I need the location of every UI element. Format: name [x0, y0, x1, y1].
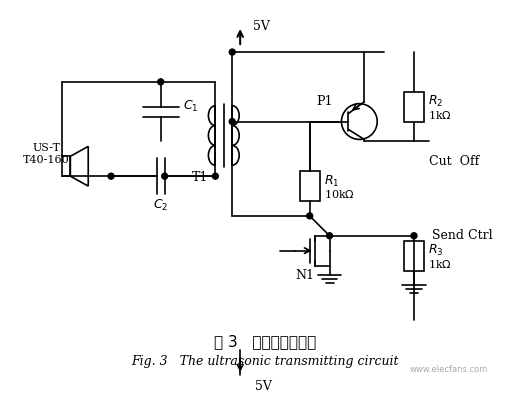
Text: $R_2$: $R_2$ — [428, 94, 443, 109]
Text: 图 3   超声波发射电路: 图 3 超声波发射电路 — [214, 334, 316, 350]
Circle shape — [162, 173, 168, 179]
Text: T40-160: T40-160 — [23, 155, 70, 165]
Text: 10k$\Omega$: 10k$\Omega$ — [323, 188, 355, 200]
Text: $R_3$: $R_3$ — [428, 243, 443, 258]
Circle shape — [158, 79, 164, 85]
Text: $C_1$: $C_1$ — [183, 99, 198, 114]
Bar — [404, 92, 424, 122]
Text: US-T: US-T — [32, 144, 61, 153]
Circle shape — [212, 173, 218, 179]
Text: 5V: 5V — [253, 20, 270, 33]
Text: 1k$\Omega$: 1k$\Omega$ — [428, 257, 452, 269]
Bar — [300, 171, 320, 201]
Text: $R_1$: $R_1$ — [323, 174, 339, 189]
Text: $C_2$: $C_2$ — [153, 198, 168, 213]
Circle shape — [229, 119, 235, 125]
Bar — [63, 156, 71, 176]
Circle shape — [411, 233, 417, 239]
Text: Send Ctrl: Send Ctrl — [432, 229, 492, 242]
Text: P1: P1 — [316, 95, 333, 108]
Text: Cut  Off: Cut Off — [429, 155, 479, 168]
Bar — [404, 241, 424, 271]
Text: www.elecfans.com: www.elecfans.com — [410, 365, 489, 374]
Circle shape — [108, 173, 114, 179]
Text: 1k$\Omega$: 1k$\Omega$ — [428, 109, 452, 121]
Text: Fig. 3   The ultrasonic transmitting circuit: Fig. 3 The ultrasonic transmitting circu… — [131, 355, 399, 369]
Text: N1: N1 — [295, 269, 314, 282]
Circle shape — [327, 233, 332, 239]
Circle shape — [307, 213, 313, 219]
Circle shape — [229, 49, 235, 55]
Text: T1: T1 — [192, 171, 209, 184]
Text: 5V: 5V — [255, 380, 272, 393]
